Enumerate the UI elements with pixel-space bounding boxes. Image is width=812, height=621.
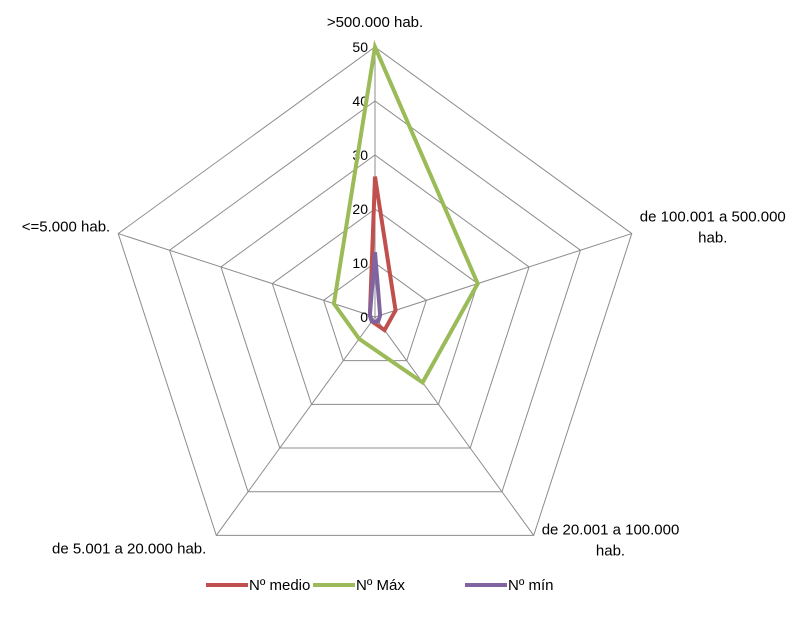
legend-label: Nº mín	[508, 577, 553, 594]
tick-label: 50	[352, 39, 368, 55]
grid-spoke	[374, 316, 535, 536]
grid-ring	[271, 208, 479, 405]
category-label-line: <=5.000 hab.	[22, 219, 110, 236]
radar-grid	[117, 46, 633, 536]
grid-ring	[220, 154, 530, 449]
grid-spoke	[374, 233, 632, 318]
legend-label: Nº Máx	[356, 577, 405, 594]
category-label-line: hab.	[596, 542, 625, 559]
category-label: >500.000 hab.	[327, 14, 423, 31]
category-label-line: hab.	[698, 230, 727, 247]
category-labels: >500.000 hab.de 100.001 a 500.000 hab.de …	[22, 14, 786, 559]
grid-ring	[323, 262, 427, 362]
series-line	[367, 252, 383, 324]
category-label-line: de 100.001 a 500.000	[640, 209, 786, 226]
grid-ring	[168, 100, 582, 493]
category-label: de 100.001 a 500.000 hab.	[640, 209, 786, 247]
grid-ring	[117, 46, 633, 536]
data-series	[331, 39, 480, 386]
tick-label: 10	[352, 255, 368, 271]
series-line	[331, 39, 480, 386]
category-label: de 20.001 a 100.000 hab.	[542, 521, 680, 559]
category-label-line: de 5.001 a 20.000 hab.	[52, 540, 206, 557]
legend: Nº medio Nº Máx Nº mín	[206, 577, 553, 594]
category-label-line: de 20.001 a 100.000	[542, 521, 680, 538]
tick-label: 20	[352, 201, 368, 217]
legend-label: Nº medio	[249, 577, 310, 594]
category-label: de 5.001 a 20.000 hab.	[52, 540, 206, 557]
tick-label: 0	[360, 309, 368, 325]
category-label: <=5.000 hab.	[22, 219, 110, 236]
grid-spoke	[215, 316, 376, 536]
category-label-line: >500.000 hab.	[327, 14, 423, 31]
